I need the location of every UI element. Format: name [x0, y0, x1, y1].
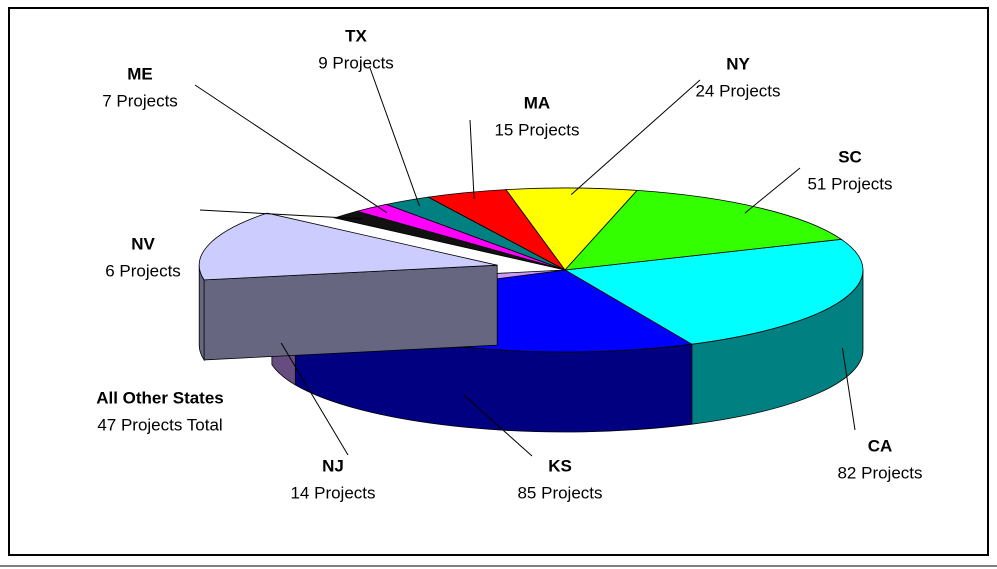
value-label: 15 Projects [494, 120, 579, 139]
slice-side [203, 264, 498, 361]
leader-line [463, 394, 533, 457]
category-label: CA [868, 436, 893, 455]
leader-line [194, 84, 388, 214]
category-label: MA [524, 93, 550, 112]
slice [505, 187, 638, 271]
slice [563, 238, 864, 345]
value-label: 51 Projects [807, 174, 892, 193]
slice [198, 212, 498, 281]
category-label: NV [131, 234, 155, 253]
value-label: 7 Projects [102, 91, 178, 110]
value-label: 24 Projects [695, 81, 780, 100]
category-label: All Other States [96, 388, 224, 407]
leader-line [841, 347, 856, 431]
leader-line [744, 167, 801, 214]
leader-line [469, 119, 475, 199]
category-label: TX [345, 26, 367, 45]
category-label: NJ [322, 456, 344, 475]
leader-line [199, 209, 364, 220]
value-label: 14 Projects [290, 483, 375, 502]
leader-line [570, 79, 701, 195]
value-label: 47 Projects Total [97, 415, 222, 434]
slice [563, 189, 843, 271]
category-label: ME [127, 64, 153, 83]
category-label: KS [548, 456, 572, 475]
category-label: SC [838, 147, 862, 166]
value-label: 9 Projects [318, 53, 394, 72]
leader-line [369, 67, 420, 207]
value-label: 6 Projects [105, 261, 181, 280]
value-label: 85 Projects [517, 483, 602, 502]
leader-line [280, 342, 349, 456]
value-label: 82 Projects [837, 463, 922, 482]
category-label: NY [726, 54, 750, 73]
